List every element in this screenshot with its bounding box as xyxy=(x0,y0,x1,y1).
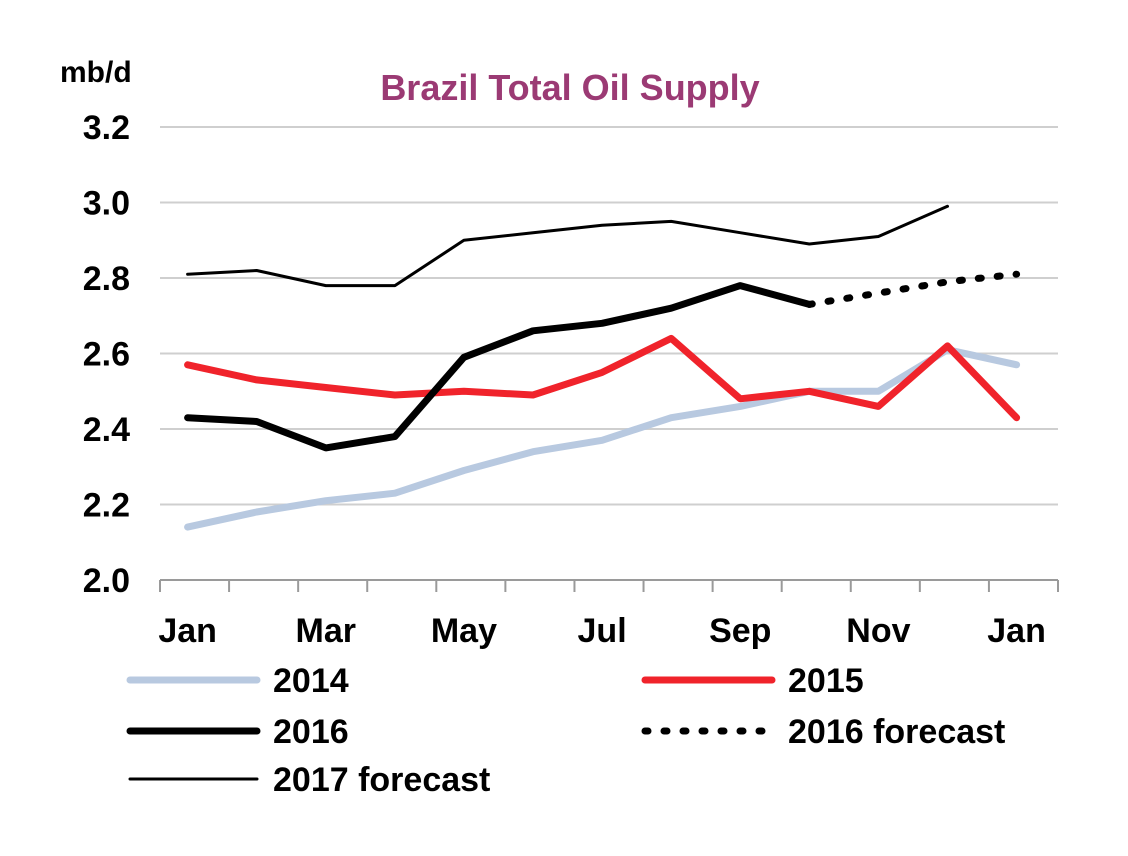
x-tick-label: Nov xyxy=(846,612,910,650)
series-line-2016 xyxy=(184,282,813,452)
y-tick-label: 2.6 xyxy=(83,336,130,374)
legend-label: 2015 xyxy=(788,662,864,700)
legend-label: 2014 xyxy=(273,662,349,700)
series-line-2017-forecast xyxy=(186,204,949,288)
legend: 2014 2015 2016 2016 forecast 2017 forecast xyxy=(126,662,1005,799)
y-tick-label: 2.8 xyxy=(83,260,130,298)
y-tick-label: 2.4 xyxy=(83,411,130,449)
x-tick-label: May xyxy=(431,612,497,650)
gridlines xyxy=(160,126,1058,506)
y-tick-label: 2.0 xyxy=(83,562,130,600)
x-tick-label: Jan xyxy=(987,612,1046,650)
x-axis: Jan Mar May Jul Sep Nov Jan xyxy=(158,579,1059,650)
legend-label: 2016 forecast xyxy=(788,713,1005,751)
chart-title: Brazil Total Oil Supply xyxy=(380,67,759,108)
legend-label: 2017 forecast xyxy=(273,761,490,799)
x-tick-label: Jul xyxy=(578,612,627,650)
series-line-2015 xyxy=(184,334,1021,422)
y-axis-unit-label: mb/d xyxy=(60,56,132,89)
series-lines xyxy=(184,204,1021,531)
x-tick-label: Mar xyxy=(296,612,356,650)
y-tick-label: 3.0 xyxy=(83,185,130,223)
legend-label: 2016 xyxy=(273,713,349,751)
x-tick-label: Sep xyxy=(709,612,771,650)
y-tick-label: 3.2 xyxy=(83,109,130,147)
x-tick-label: Jan xyxy=(158,612,217,650)
series-line-2014 xyxy=(184,346,1021,531)
series-line-2016-forecast xyxy=(805,270,1021,308)
y-tick-label: 2.2 xyxy=(83,487,130,525)
y-axis-ticks: 2.0 2.2 2.4 2.6 2.8 3.0 3.2 xyxy=(83,109,130,600)
